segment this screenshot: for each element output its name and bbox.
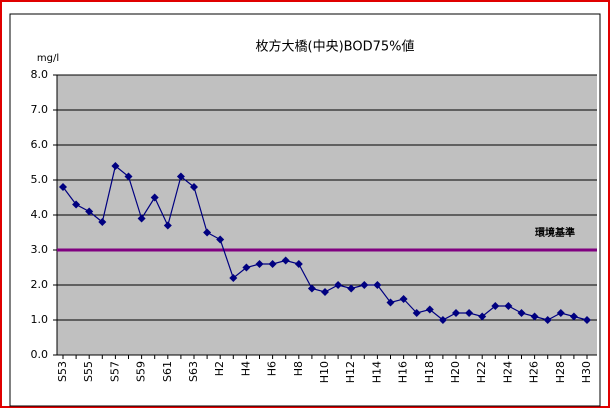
data-point — [255, 260, 264, 268]
x-tick-label: S63 — [187, 361, 200, 382]
data-point — [72, 200, 81, 209]
y-tick-label: 3.0 — [31, 243, 49, 256]
data-point — [530, 312, 539, 321]
y-tick-label: 4.0 — [31, 208, 49, 221]
x-tick-label: H28 — [554, 361, 567, 383]
data-point — [491, 302, 500, 310]
x-tick-label: H8 — [292, 361, 305, 376]
x-tick-label: H20 — [449, 361, 462, 383]
data-point — [412, 309, 421, 317]
y-tick-label: 2.0 — [31, 278, 49, 291]
x-tick-label: H10 — [318, 361, 331, 383]
data-point — [150, 193, 159, 202]
data-point — [569, 312, 578, 321]
x-tick-label: H18 — [423, 361, 436, 383]
data-point — [452, 309, 460, 317]
data-point — [583, 316, 591, 324]
data-point — [124, 172, 133, 181]
y-tick-label: 7.0 — [31, 103, 49, 116]
y-tick-label: 8.0 — [31, 68, 49, 81]
x-tick-label: H16 — [397, 361, 410, 383]
data-point — [307, 284, 316, 293]
y-tick-label: 0.0 — [31, 348, 49, 361]
y-tick-label: 5.0 — [31, 173, 49, 186]
data-point — [229, 274, 238, 282]
data-point — [347, 284, 356, 293]
x-tick-label: H4 — [239, 361, 252, 376]
data-point — [334, 281, 343, 289]
data-point — [242, 263, 251, 272]
data-point — [85, 207, 94, 216]
data-point — [386, 298, 395, 307]
data-point — [556, 309, 565, 317]
data-point — [399, 295, 408, 303]
x-tick-label: S61 — [161, 361, 174, 382]
x-tick-label: S57 — [108, 361, 121, 382]
data-point — [216, 235, 225, 244]
x-tick-label: H26 — [528, 361, 541, 383]
x-tick-label: H14 — [370, 361, 383, 383]
data-point — [425, 305, 434, 314]
data-point — [268, 260, 277, 268]
data-point — [321, 288, 329, 296]
x-tick-label: H6 — [266, 361, 279, 376]
y-axis-label: mg/l — [37, 53, 59, 64]
data-point — [360, 281, 369, 289]
data-point — [543, 316, 552, 324]
data-point — [438, 316, 447, 324]
data-point — [59, 183, 67, 191]
x-tick-label: H2 — [213, 361, 226, 376]
data-point — [517, 309, 526, 317]
y-tick-label: 1.0 — [31, 313, 49, 326]
data-point — [465, 309, 474, 317]
data-point — [163, 221, 172, 230]
reference-label: 環境基準 — [535, 226, 575, 239]
x-tick-label: H24 — [501, 361, 514, 383]
x-tick-label: H12 — [344, 361, 357, 383]
data-point — [176, 172, 185, 181]
data-point — [203, 228, 212, 237]
data-point — [373, 281, 382, 289]
data-point — [281, 256, 290, 265]
data-point — [111, 162, 120, 170]
x-tick-label: S55 — [82, 361, 95, 382]
data-point — [190, 183, 198, 191]
x-tick-label: H30 — [580, 361, 593, 383]
x-tick-label: S53 — [56, 361, 69, 382]
data-point — [478, 312, 487, 321]
data-point — [98, 218, 107, 226]
x-tick-label: H22 — [475, 361, 488, 383]
data-point — [294, 260, 303, 268]
chart-title: 枚方大橋(中央)BOD75%値 — [256, 39, 415, 55]
x-tick-label: S59 — [135, 361, 148, 382]
data-point — [504, 302, 513, 310]
y-tick-label: 6.0 — [31, 138, 49, 151]
data-point — [137, 214, 146, 223]
